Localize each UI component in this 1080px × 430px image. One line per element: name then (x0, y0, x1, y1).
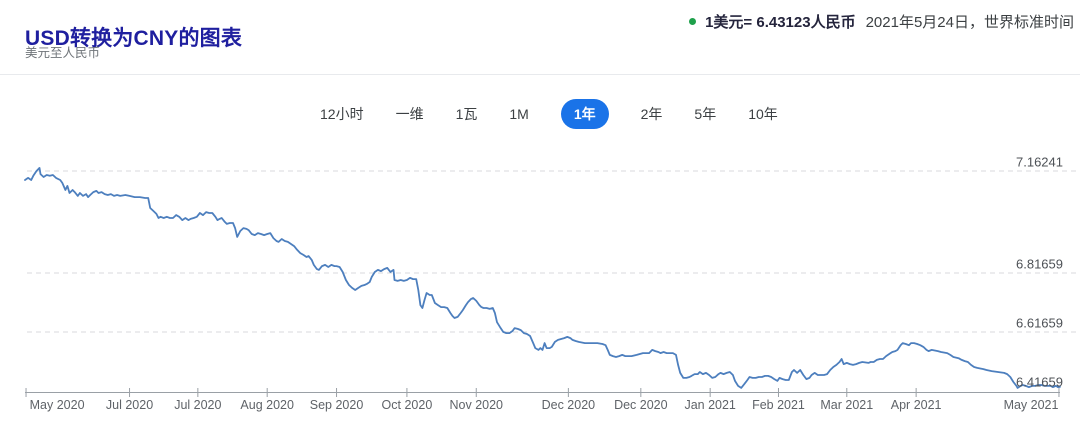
y-axis-label: 7.16241 (1016, 155, 1063, 170)
x-axis-label: May 2021 (1004, 398, 1059, 412)
time-range-tabs: 12小时 一维 1瓦 1M 1年 2年 5年 10年 (320, 99, 778, 129)
x-axis-label: Jul 2020 (174, 398, 221, 412)
tab-5y[interactable]: 5年 (694, 106, 717, 122)
y-axis-label: 6.81659 (1016, 257, 1063, 272)
x-axis-label: Apr 2021 (891, 398, 942, 412)
header-divider (0, 74, 1080, 75)
rate-timestamp: 2021年5月24日，世界标准时间 (865, 14, 1074, 31)
tab-1w[interactable]: 1瓦 (455, 106, 478, 122)
y-axis-label: 6.61659 (1016, 316, 1063, 331)
tab-2y[interactable]: 2年 (640, 106, 663, 122)
tab-12h[interactable]: 12小时 (320, 106, 364, 122)
x-axis-label: May 2020 (30, 398, 85, 412)
x-axis-label: Dec 2020 (542, 398, 596, 412)
tab-10y[interactable]: 10年 (748, 106, 778, 122)
tab-1y[interactable]: 1年 (560, 99, 609, 129)
x-axis-label: Feb 2021 (752, 398, 805, 412)
x-axis-label: Oct 2020 (382, 398, 433, 412)
green-dot-icon (689, 18, 697, 25)
x-axis-label: Mar 2021 (820, 398, 873, 412)
current-rate-value: 1美元= 6.43123人民币 (705, 14, 856, 31)
x-axis-label: Aug 2020 (240, 398, 294, 412)
x-axis-label: Jul 2020 (106, 398, 153, 412)
price-line (24, 166, 1061, 389)
x-axis-label: Nov 2020 (450, 398, 504, 412)
tab-1m[interactable]: 1M (509, 106, 529, 122)
x-axis-label: Jan 2021 (684, 398, 735, 412)
x-axis-label: Dec 2020 (614, 398, 668, 412)
x-axis-label: Sep 2020 (310, 398, 364, 412)
y-axis-label: 6.41659 (1016, 375, 1063, 390)
tab-1d[interactable]: 一维 (395, 106, 424, 122)
current-rate-block: 1美元= 6.43123人民币 2021年5月24日，世界标准时间 (689, 11, 1074, 32)
page-subtitle: 美元至人民币 (25, 46, 101, 60)
page-title: USD转换为CNY的图表 (25, 27, 243, 51)
